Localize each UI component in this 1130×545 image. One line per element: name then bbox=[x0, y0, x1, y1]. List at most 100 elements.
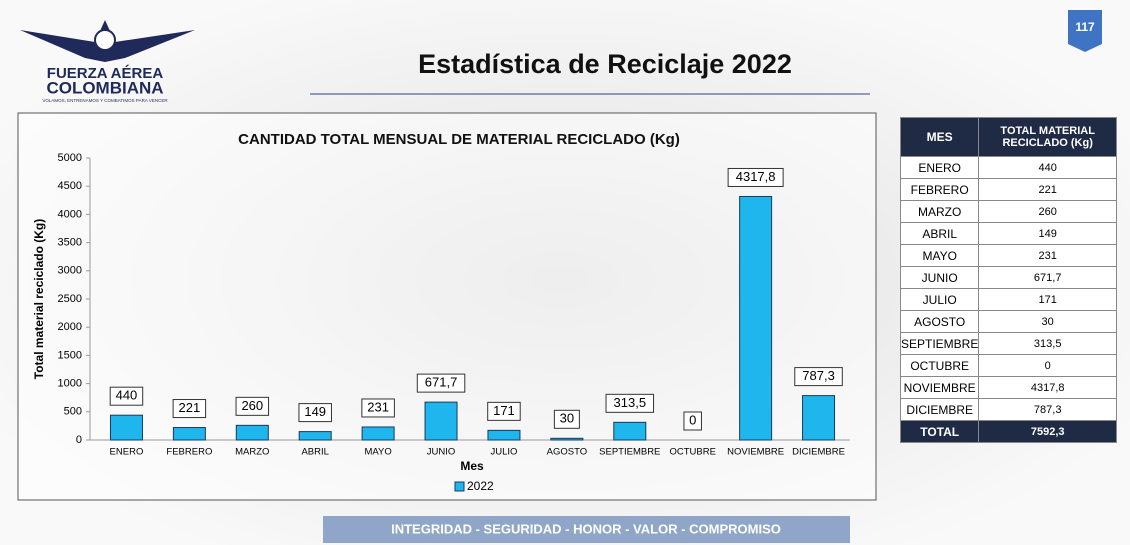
chart-title: CANTIDAD TOTAL MENSUAL DE MATERIAL RECIC… bbox=[238, 131, 680, 148]
value-label: 171 bbox=[493, 403, 515, 418]
table-cell: 0 bbox=[978, 354, 1117, 377]
x-tick-label: JULIO bbox=[490, 447, 517, 458]
table-cell: 171 bbox=[978, 288, 1117, 311]
y-tick-label: 5000 bbox=[58, 152, 82, 164]
y-tick-label: 4000 bbox=[58, 208, 82, 220]
table-row: ABRIL 149 bbox=[899, 222, 1117, 245]
table-cell: ENERO bbox=[899, 156, 980, 179]
y-tick-label: 3000 bbox=[58, 265, 82, 277]
value-label-box bbox=[553, 409, 580, 429]
y-tick-label: 1000 bbox=[58, 378, 82, 390]
table-row: FEBRERO 221 bbox=[899, 178, 1117, 201]
value-label-box bbox=[794, 367, 843, 387]
footer-banner bbox=[323, 516, 850, 543]
table-row: NOVIEMBRE 4317,8 bbox=[899, 376, 1117, 399]
table-cell: JUNIO bbox=[899, 266, 980, 289]
x-tick-label: ABRIL bbox=[301, 447, 328, 458]
table-row: MARZO 260 bbox=[899, 200, 1117, 223]
value-label-box bbox=[487, 401, 521, 421]
data-table: MES TOTAL MATERIAL RECICLADO (Kg) ENERO 440… bbox=[899, 117, 1117, 443]
logo-motto: VOLAMOS, ENTRENAMOS Y COMBATIMOS PARA VE… bbox=[42, 98, 168, 103]
value-label: 231 bbox=[367, 399, 389, 414]
table-cell: ABRIL bbox=[899, 222, 980, 245]
table-row: MAYO 231 bbox=[899, 244, 1117, 267]
value-label: 149 bbox=[304, 404, 326, 419]
value-label: 30 bbox=[560, 411, 574, 426]
table-cell: 4317,8 bbox=[978, 376, 1117, 399]
bar bbox=[802, 395, 836, 441]
y-tick-label: 500 bbox=[64, 406, 82, 418]
logo-text: FUERZA AÉREA bbox=[47, 65, 164, 82]
value-label-box bbox=[235, 396, 270, 416]
bar bbox=[613, 421, 647, 441]
table-cell: 7592,3 bbox=[978, 420, 1117, 443]
value-label: 671,7 bbox=[425, 375, 458, 390]
bar bbox=[235, 424, 269, 441]
logo-emblem bbox=[94, 29, 116, 51]
page-title: Estadística de Reciclaje 2022 bbox=[418, 49, 792, 79]
x-tick-label: ENERO bbox=[110, 447, 144, 458]
table-cell: NOVIEMBRE bbox=[899, 376, 980, 399]
bar bbox=[487, 429, 521, 441]
table-cell: FEBRERO bbox=[899, 178, 980, 201]
value-label: 787,3 bbox=[802, 368, 835, 383]
table-cell: 221 bbox=[978, 178, 1117, 201]
y-axis-title: Total material reciclado (Kg) bbox=[32, 219, 46, 379]
value-label-box bbox=[605, 393, 655, 413]
bar bbox=[361, 426, 395, 441]
x-tick-label: MAYO bbox=[364, 447, 391, 458]
value-label-box bbox=[683, 411, 702, 431]
table-cell: OCTUBRE bbox=[899, 354, 980, 377]
table-row: ENERO 440 bbox=[899, 156, 1117, 179]
x-tick-label: SEPTIEMBRE bbox=[599, 447, 660, 458]
value-label: 0 bbox=[689, 412, 696, 427]
value-label-box bbox=[172, 399, 207, 419]
table-cell: 260 bbox=[978, 200, 1117, 223]
value-label: 221 bbox=[179, 400, 201, 415]
bar bbox=[109, 414, 143, 441]
value-label-box bbox=[298, 403, 332, 423]
table-cell: TOTAL bbox=[899, 420, 980, 443]
table-cell: JULIO bbox=[899, 288, 980, 311]
table-cell: 671,7 bbox=[978, 266, 1117, 289]
table-row: AGOSTO 30 bbox=[899, 310, 1117, 333]
y-tick-label: 3500 bbox=[58, 237, 82, 249]
bar bbox=[739, 195, 773, 441]
table-row: MES TOTAL MATERIAL RECICLADO (Kg) bbox=[899, 117, 1117, 157]
footer-text: INTEGRIDAD - SEGURIDAD - HONOR - VALOR -… bbox=[391, 521, 781, 536]
page-badge bbox=[1068, 10, 1102, 52]
value-label: 260 bbox=[241, 398, 263, 413]
value-label-box bbox=[109, 386, 144, 406]
x-tick-label: FEBRERO bbox=[166, 447, 212, 458]
value-label: 313,5 bbox=[614, 395, 647, 410]
table-cell: 149 bbox=[978, 222, 1117, 245]
value-label-box bbox=[361, 398, 395, 418]
table-cell: 313,5 bbox=[978, 332, 1117, 355]
y-tick-label: 0 bbox=[76, 434, 82, 446]
logo-text: COLOMBIANA bbox=[46, 78, 163, 97]
table-cell: 440 bbox=[978, 156, 1117, 179]
legend-label: 2022 bbox=[467, 479, 494, 493]
bar bbox=[298, 431, 332, 441]
bar bbox=[550, 437, 584, 441]
table-cell: TOTAL MATERIAL RECICLADO (Kg) bbox=[978, 117, 1117, 157]
y-tick-label: 2000 bbox=[58, 321, 82, 333]
y-tick-label: 4500 bbox=[58, 180, 82, 192]
table-cell: DICIEMBRE bbox=[899, 398, 980, 421]
value-label: 440 bbox=[116, 388, 138, 403]
table-row: DICIEMBRE 787,3 bbox=[899, 398, 1117, 421]
x-tick-label: OCTUBRE bbox=[669, 447, 715, 458]
table-cell: MAYO bbox=[899, 244, 980, 267]
y-tick-label: 2500 bbox=[58, 293, 82, 305]
table-cell: MES bbox=[899, 117, 980, 157]
x-axis-title: Mes bbox=[460, 459, 484, 473]
table-cell: SEPTIEMBRE bbox=[899, 332, 980, 355]
table-row: OCTUBRE 0 bbox=[899, 354, 1117, 377]
page-number: 117 bbox=[1075, 20, 1095, 34]
x-tick-label: AGOSTO bbox=[547, 447, 587, 458]
x-tick-label: DICIEMBRE bbox=[792, 447, 845, 458]
x-tick-label: JUNIO bbox=[427, 447, 456, 458]
value-label: 4317,8 bbox=[736, 169, 776, 184]
